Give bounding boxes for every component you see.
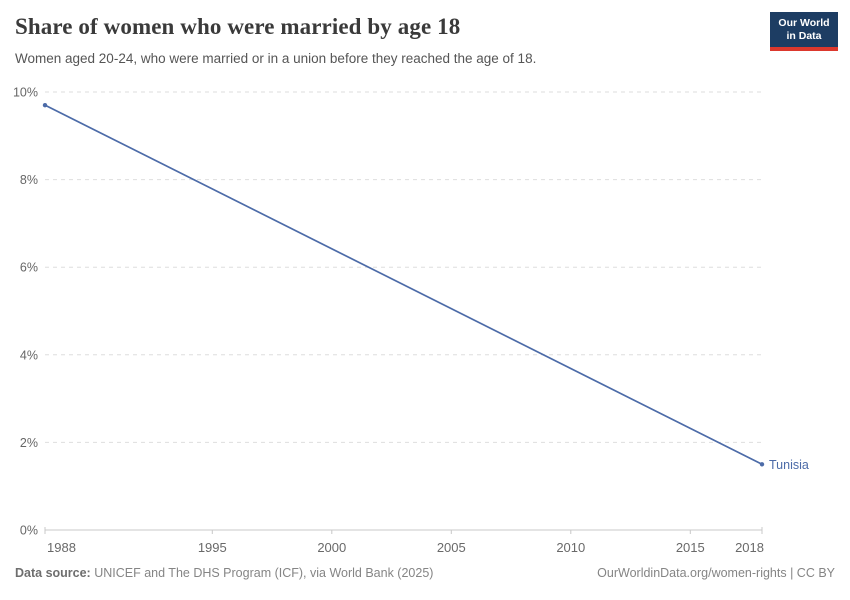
series-label[interactable]: Tunisia	[769, 458, 809, 472]
x-tick-label: 2010	[556, 540, 585, 555]
x-axis: 1988 1995 2000 2005 2010 2015 2018	[44, 527, 764, 555]
series-tunisia: Tunisia	[42, 102, 809, 472]
y-tick-label: 0%	[20, 524, 38, 538]
y-tick-label: 10%	[13, 86, 38, 100]
x-tick-label: 2005	[437, 540, 466, 555]
y-tick-label: 2%	[20, 436, 38, 450]
x-tick-label: 2000	[317, 540, 346, 555]
series-line[interactable]	[44, 104, 763, 466]
chart-footer: Data source: UNICEF and The DHS Program …	[15, 566, 835, 580]
owid-logo[interactable]: Our World in Data	[770, 12, 838, 51]
data-point[interactable]	[42, 102, 48, 108]
y-tick-label: 8%	[20, 173, 38, 187]
data-source-note: Data source: UNICEF and The DHS Program …	[15, 566, 433, 580]
x-tick-label: 1988	[47, 540, 76, 555]
owid-logo-line2: in Data	[786, 30, 822, 42]
data-source-text: UNICEF and The DHS Program (ICF), via Wo…	[90, 566, 434, 580]
license-link[interactable]: OurWorldinData.org/women-rights | CC BY	[597, 566, 835, 580]
page-title: Share of women who were married by age 1…	[15, 14, 461, 39]
chart-subtitle: Women aged 20-24, who were married or in…	[15, 51, 537, 66]
owid-logo-line1: Our World	[778, 17, 830, 29]
x-tick-label: 2015	[676, 540, 705, 555]
data-source-label: Data source:	[15, 566, 91, 580]
data-point[interactable]	[759, 462, 765, 467]
x-tick-label: 1995	[198, 540, 227, 555]
y-axis: 0% 2% 4% 6% 8% 10%	[13, 86, 762, 538]
y-tick-label: 6%	[20, 261, 38, 275]
x-tick-label: 2018	[735, 540, 764, 555]
y-tick-label: 4%	[20, 348, 38, 362]
